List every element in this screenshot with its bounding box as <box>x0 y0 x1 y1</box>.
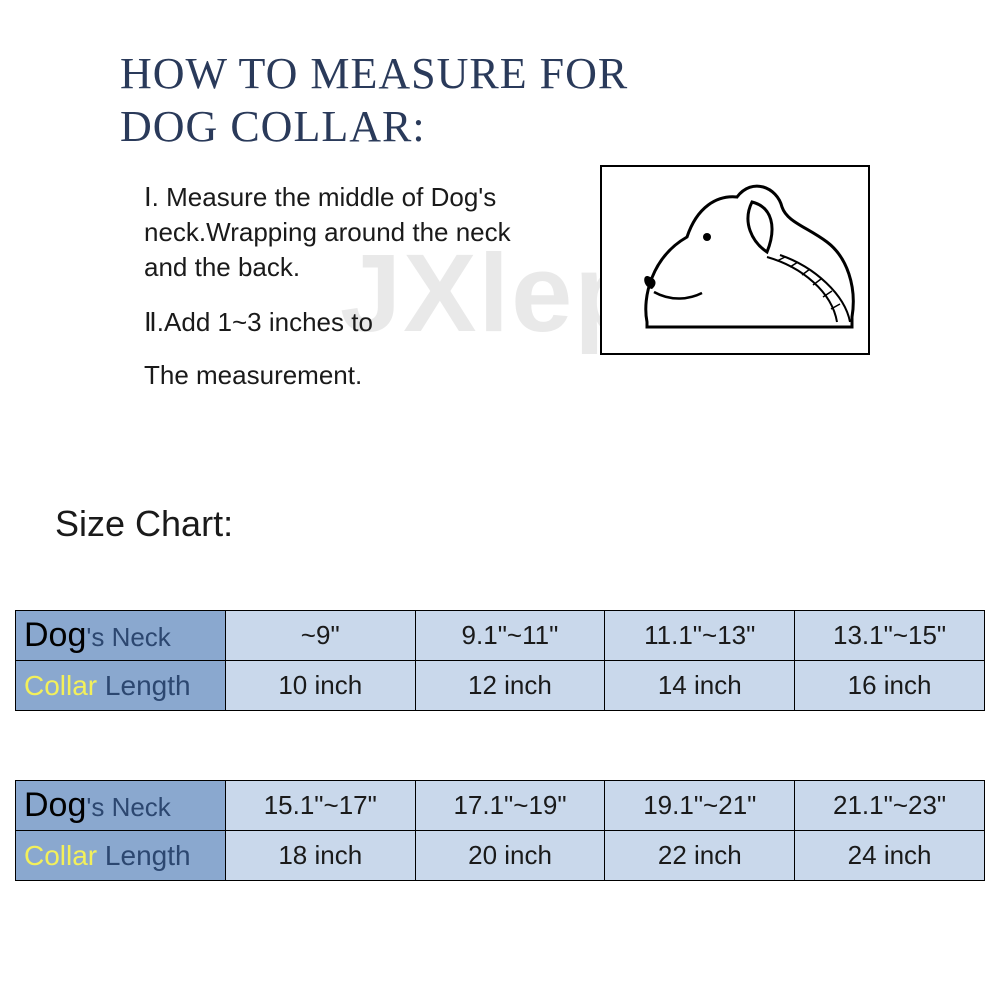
instruction-step-2: Ⅱ.Add 1~3 inches to The measurement. <box>144 305 544 393</box>
neck-cell: 13.1"~15" <box>795 611 985 661</box>
label-collar: Collar <box>24 840 97 871</box>
dog-head-svg <box>602 167 872 357</box>
step2-prefix: Ⅱ. <box>144 307 164 337</box>
collar-cell: 14 inch <box>605 661 795 711</box>
row-header-neck: Dog's Neck <box>16 611 226 661</box>
neck-cell: ~9" <box>225 611 415 661</box>
step2-text-a: Add 1~3 inches to <box>164 307 373 337</box>
step1-text: Measure the middle of Dog's neck.Wrappin… <box>144 182 511 282</box>
neck-cell: 9.1"~11" <box>415 611 605 661</box>
label-length: Length <box>97 840 190 871</box>
collar-cell: 10 inch <box>225 661 415 711</box>
size-table-2: Dog's Neck 15.1"~17" 17.1"~19" 19.1"~21"… <box>15 780 985 881</box>
neck-cell: 17.1"~19" <box>415 781 605 831</box>
label-length: Length <box>97 670 190 701</box>
dog-head-illustration <box>600 165 870 355</box>
label-collar: Collar <box>24 670 97 701</box>
step2-text-b: The measurement. <box>144 360 362 390</box>
table-row: Dog's Neck ~9" 9.1"~11" 11.1"~13" 13.1"~… <box>16 611 985 661</box>
collar-cell: 24 inch <box>795 831 985 881</box>
row-header-collar: Collar Length <box>16 831 226 881</box>
table-row: Collar Length 10 inch 12 inch 14 inch 16… <box>16 661 985 711</box>
row-header-collar: Collar Length <box>16 661 226 711</box>
label-neck: 's Neck <box>86 622 170 652</box>
table-row: Collar Length 18 inch 20 inch 22 inch 24… <box>16 831 985 881</box>
label-dog: Dog <box>24 616 86 654</box>
collar-cell: 22 inch <box>605 831 795 881</box>
label-dog: Dog <box>24 786 86 824</box>
collar-cell: 16 inch <box>795 661 985 711</box>
title-line-2: DOG COLLAR: <box>120 102 426 151</box>
page-title: HOW TO MEASURE FOR DOG COLLAR: <box>120 48 628 154</box>
label-neck: 's Neck <box>86 792 170 822</box>
collar-cell: 18 inch <box>225 831 415 881</box>
title-line-1: HOW TO MEASURE FOR <box>120 49 628 98</box>
instructions-block: Ⅰ. Measure the middle of Dog's neck.Wrap… <box>144 180 544 413</box>
instruction-step-1: Ⅰ. Measure the middle of Dog's neck.Wrap… <box>144 180 544 285</box>
row-header-neck: Dog's Neck <box>16 781 226 831</box>
size-chart-heading: Size Chart: <box>55 503 233 545</box>
neck-cell: 15.1"~17" <box>225 781 415 831</box>
neck-cell: 21.1"~23" <box>795 781 985 831</box>
step1-prefix: Ⅰ. <box>144 182 166 212</box>
neck-cell: 19.1"~21" <box>605 781 795 831</box>
collar-cell: 20 inch <box>415 831 605 881</box>
collar-cell: 12 inch <box>415 661 605 711</box>
neck-cell: 11.1"~13" <box>605 611 795 661</box>
table-row: Dog's Neck 15.1"~17" 17.1"~19" 19.1"~21"… <box>16 781 985 831</box>
size-table-1: Dog's Neck ~9" 9.1"~11" 11.1"~13" 13.1"~… <box>15 610 985 711</box>
